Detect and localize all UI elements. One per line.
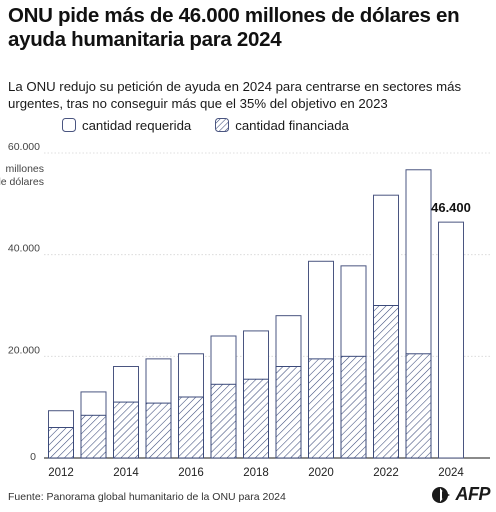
legend-label-required: cantidad requerida [82,117,192,133]
x-tick-label: 2024 [438,467,464,479]
legend-label-funded: cantidad financiada [235,117,349,133]
x-tick-label: 2018 [243,467,269,479]
bar-funded [113,401,139,459]
legend-item-funded: cantidad financiada [215,118,349,133]
legend-swatch-required [62,118,76,132]
bar-funded [48,427,74,459]
legend-swatch-funded [215,118,230,132]
x-tick-label: 2014 [113,467,139,479]
bar-funded [178,396,204,459]
y-tick-label: 20.000 [8,344,40,356]
x-tick-label: 2012 [48,467,74,479]
source-note: Fuente: Panorama global humanitario de l… [8,491,286,503]
data-label-2024: 46.400 [431,200,471,215]
afp-logo-text: AFP [455,484,491,504]
y-tick-label: 60.000 [8,141,40,153]
bar-required [438,221,464,459]
bar-funded [243,378,269,459]
legend-item-required: cantidad requerida [62,118,191,133]
bar-funded [145,402,172,459]
x-tick-label: 2016 [178,467,204,479]
y-unit-label: de dólares [0,176,44,188]
y-unit-label: millones [5,163,44,175]
chart-title: ONU pide más de 46.000 millones de dólar… [8,4,460,51]
afp-logo: AFP [430,484,491,505]
bar-funded [405,353,432,459]
x-tick-label: 2020 [308,467,334,479]
bar-funded [80,414,107,459]
bar-funded [340,355,367,459]
bar-funded [210,383,237,459]
bar-funded [275,366,302,459]
legend: cantidad requerida cantidad financiada [62,116,373,134]
bar-funded [308,358,334,459]
y-tick-label: 40.000 [8,243,40,255]
chart-subtitle: La ONU redujo su petición de ayuda en 20… [8,79,462,111]
y-tick-label: 0 [30,451,36,463]
afp-logo-icon [431,486,450,503]
bar-funded [373,305,399,459]
x-tick-label: 2022 [373,467,399,479]
